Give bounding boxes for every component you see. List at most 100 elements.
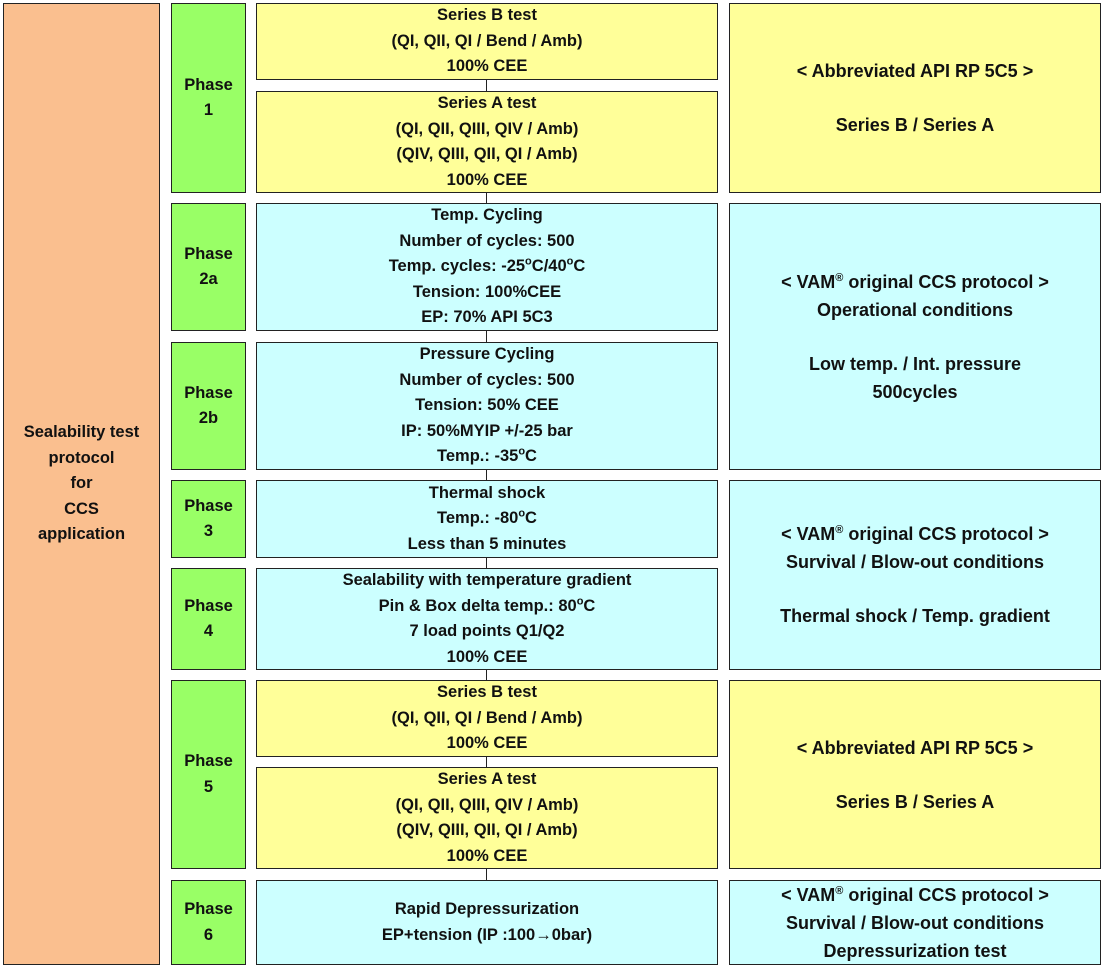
note-group: Low temp. / Int. pressure 500cycles	[809, 350, 1021, 406]
text: Pressure Cycling	[419, 345, 555, 364]
test-box: Series A test (QI, QII, QIII, QIV / Amb) (…	[256, 91, 718, 193]
test-box: Temp. Cycling Number of cycles: 500 Temp. …	[256, 203, 718, 331]
text-line: < VAM® original CCS protocol >	[781, 520, 1049, 548]
superscript: o	[566, 255, 574, 268]
text: < VAM	[781, 271, 836, 292]
text-line: Sealability with temperature gradient	[343, 568, 632, 594]
superscript: o	[518, 507, 526, 520]
text-line: Temp. Cycling	[431, 203, 543, 229]
text: (QI, QII, QIII, QIV / Amb)	[395, 119, 579, 138]
text-line: 100% CEE	[447, 731, 528, 757]
text-line: (QI, QII, QIII, QIV / Amb)	[396, 793, 579, 819]
text: Number of cycles: 500	[399, 370, 575, 389]
text: Temp. Cycling	[431, 206, 543, 225]
text: Tension: 50% CEE	[415, 396, 559, 415]
text: < Abbreviated API RP 5C5 >	[796, 737, 1034, 758]
text-line: EP+tension (IP :100→0bar)	[382, 923, 592, 949]
text-line: Thermal shock	[429, 481, 545, 507]
text-line: Less than 5 minutes	[408, 532, 567, 558]
note-group: Series B / Series A	[836, 111, 994, 139]
note-group: < Abbreviated API RP 5C5 >	[797, 57, 1033, 85]
text: Operational conditions	[816, 299, 1013, 320]
text: Series B test	[437, 6, 537, 25]
text: original CCS protocol >	[843, 884, 1049, 905]
text: Temp.: -80	[437, 509, 519, 528]
text: EP: 70% API 5C3	[421, 308, 553, 327]
text-line: 2b	[198, 409, 219, 427]
text: Series A test	[437, 770, 537, 788]
test-box: Sealability with temperature gradient Pin…	[256, 568, 718, 670]
phase-box: Phase 3	[171, 480, 246, 558]
text: Less than 5 minutes	[407, 534, 567, 553]
text: Pin & Box delta temp.: 80	[378, 596, 577, 615]
text-line: Phase	[184, 383, 233, 402]
phase-box: Phase 2b	[171, 342, 246, 470]
note-box: < VAM® original CCS protocol > Survival /…	[729, 480, 1101, 670]
text: (QIV, QIII, QII, QI / Amb)	[396, 145, 578, 163]
superscript: ®	[835, 884, 844, 897]
text-line: < VAM® original CCS protocol >	[781, 881, 1049, 909]
phase-box: Phase 5	[171, 680, 246, 869]
text-line: 2a	[199, 270, 218, 288]
text-line: 7 load points Q1/Q2	[410, 619, 565, 645]
text-line: Phase	[184, 900, 233, 918]
text-line: Depressurization test	[781, 937, 1049, 965]
text-line: Phase	[184, 244, 233, 263]
text: 100% CEE	[446, 57, 528, 76]
note-group: Series B / Series A	[836, 788, 994, 816]
text: EP+tension (IP :100→0bar)	[381, 925, 593, 944]
text-line: (QI, QII, QIII, QIV / Amb)	[396, 117, 579, 143]
text: Series B test	[437, 683, 537, 702]
text-line: Number of cycles: 500	[399, 229, 574, 255]
left-label: Sealability test protocol for CCS applicatio…	[3, 3, 160, 965]
text: Sealability with temperature gradient	[342, 571, 632, 589]
note-group: < VAM® original CCS protocol > Survival /…	[781, 520, 1049, 576]
text: Thermal shock / Temp. gradient	[780, 606, 1050, 626]
text-line: for	[70, 474, 93, 493]
text: C	[583, 596, 596, 615]
text-line: 100% CEE	[447, 844, 528, 870]
text-line: (QI, QII, QI / Bend / Amb)	[392, 706, 583, 732]
text-line: Pressure Cycling	[420, 342, 555, 368]
text-line: CCS	[64, 499, 99, 518]
text-line: Series B / Series A	[836, 111, 994, 139]
text: (QI, QII, QIII, QIV / Amb)	[395, 795, 579, 814]
text-line: protocol	[48, 448, 115, 467]
text: original CCS protocol >	[843, 524, 1049, 544]
text-line: < VAM® original CCS protocol >	[781, 268, 1049, 296]
text: Temp.: -35	[437, 447, 519, 466]
text: < VAM	[781, 884, 836, 905]
note-box: < VAM® original CCS protocol > Survival /…	[729, 880, 1101, 965]
test-box: Thermal shock Temp.: -80oC Less than 5 min…	[256, 480, 718, 558]
text: 500cycles	[872, 381, 958, 402]
note-group: < Abbreviated API RP 5C5 >	[797, 734, 1033, 762]
text: C	[525, 447, 537, 466]
text: Series B / Series A	[835, 115, 995, 135]
text-line: 5	[203, 777, 214, 796]
text-line: (QI, QII, QI / Bend / Amb)	[392, 29, 583, 55]
text: Series A test	[437, 94, 537, 112]
text-line: < Abbreviated API RP 5C5 >	[797, 734, 1033, 762]
text: C	[573, 257, 586, 276]
note-group: < VAM® original CCS protocol > Operationa…	[781, 268, 1049, 324]
text: 100% CEE	[446, 170, 528, 189]
test-box: Pressure Cycling Number of cycles: 500 Ten…	[256, 342, 718, 470]
text-line: 100% CEE	[447, 645, 528, 671]
text: Survival / Blow-out conditions	[785, 912, 1044, 933]
text-line: Tension: 50% CEE	[415, 393, 559, 419]
text: Rapid Depressurization	[394, 900, 580, 918]
text-line: IP: 50%MYIP +/-25 bar	[401, 419, 573, 445]
text-line: EP: 70% API 5C3	[421, 305, 552, 331]
text-line: Series B test	[437, 680, 537, 706]
note-box: < Abbreviated API RP 5C5 > Series B / Ser…	[729, 3, 1101, 193]
text: Thermal shock	[428, 483, 546, 502]
text-line: 100% CEE	[447, 54, 528, 80]
note-group: Thermal shock / Temp. gradient	[780, 602, 1050, 630]
text-line: 4	[203, 622, 214, 640]
text-line: Low temp. / Int. pressure	[809, 350, 1021, 378]
text: C	[525, 509, 537, 528]
text-line: Number of cycles: 500	[399, 368, 574, 394]
text: (QIV, QIII, QII, QI / Amb)	[396, 821, 578, 839]
phase-box: Phase 4	[171, 568, 246, 670]
